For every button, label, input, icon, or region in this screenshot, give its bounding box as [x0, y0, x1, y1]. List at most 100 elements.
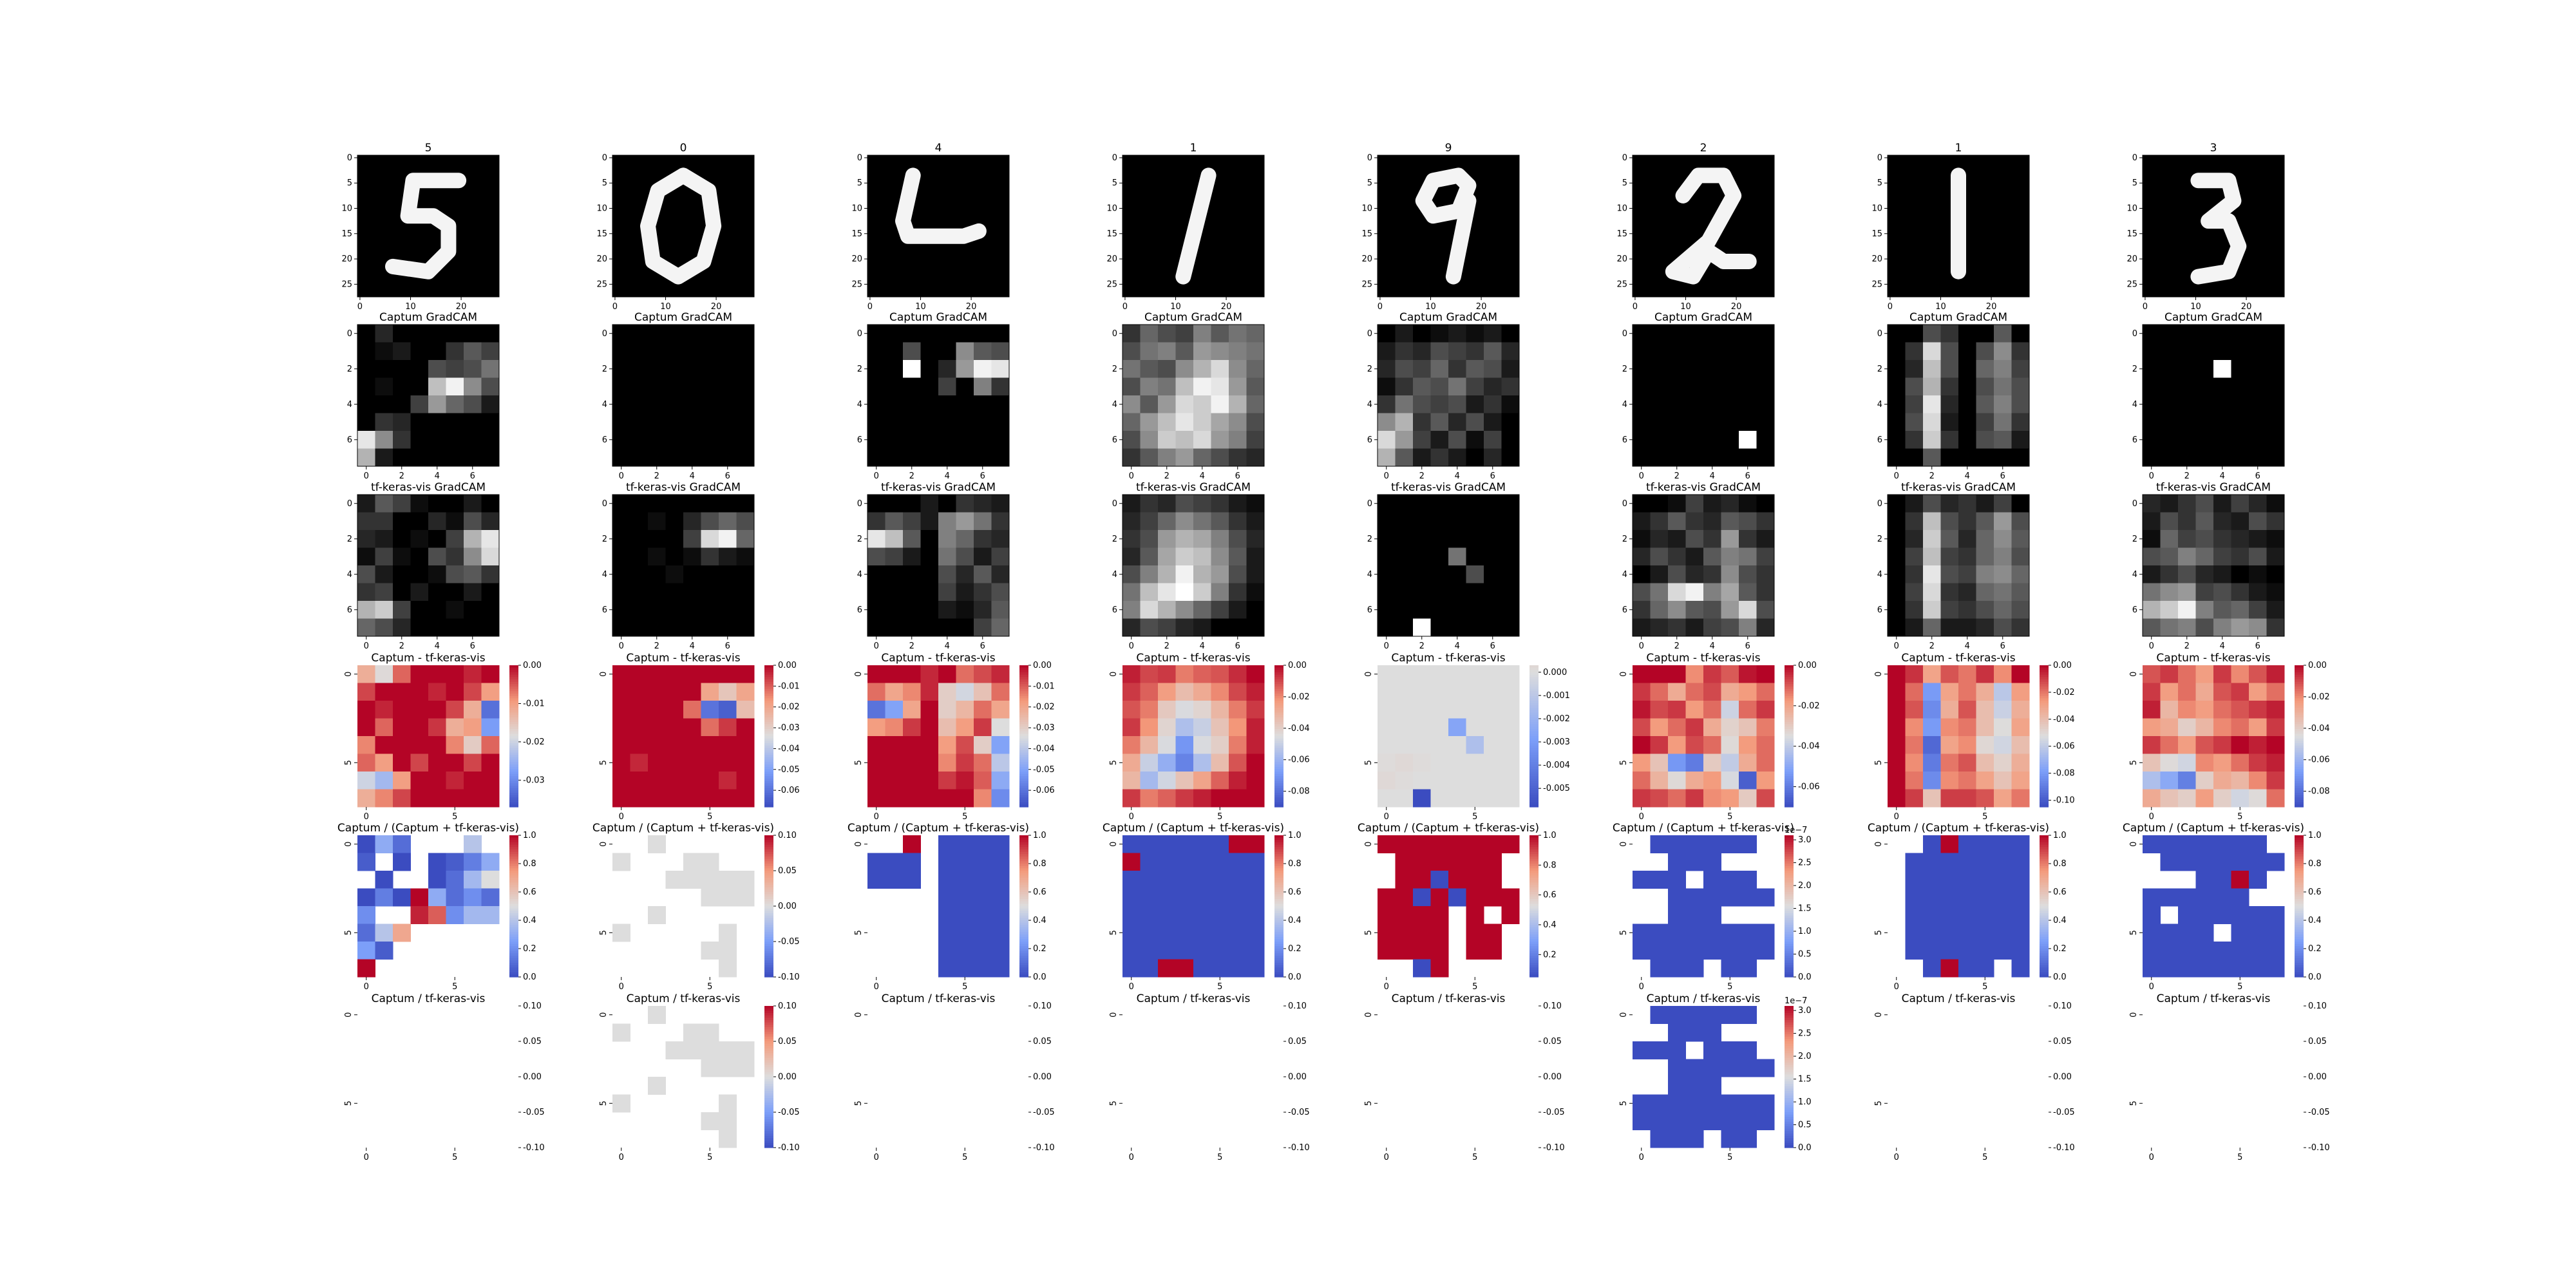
- heatmap-cell: [1756, 923, 1775, 942]
- colorbar-segment: [1785, 719, 1794, 723]
- heatmap-cell: [974, 530, 992, 548]
- heatmap-cell: [1668, 601, 1686, 619]
- heatmap-cell: [938, 618, 956, 637]
- colorbar-segment: [764, 885, 773, 888]
- colorbar-tick-label: -0.10: [1033, 1143, 1055, 1153]
- heatmap-cell: [1246, 789, 1265, 808]
- colorbar-segment: [2040, 970, 2049, 973]
- heatmap-cell: [2160, 448, 2179, 467]
- colorbar-segment: [2295, 722, 2304, 725]
- heatmap-cell: [446, 753, 464, 772]
- colorbar-segment: [509, 913, 518, 916]
- heatmap-cell: [1430, 718, 1449, 737]
- x-tick-label: 6: [725, 471, 730, 481]
- heatmap-cell: [1905, 583, 1924, 601]
- heatmap-cell: [683, 665, 701, 683]
- heatmap-cell: [2231, 835, 2249, 853]
- colorbar-segment: [764, 1032, 773, 1035]
- colorbar-segment: [764, 866, 773, 869]
- heatmap-cell: [2266, 736, 2285, 754]
- heatmap-cell: [920, 547, 939, 566]
- heatmap-cell: [974, 853, 992, 871]
- heatmap-cell: [1501, 431, 1520, 449]
- heatmap-cell: [991, 495, 1010, 513]
- colorbar-segment: [1530, 712, 1539, 715]
- colorbar-segment: [1785, 1039, 1794, 1042]
- colorbar-segment: [764, 958, 773, 961]
- heatmap-cell: [1976, 495, 1994, 513]
- colorbar-segment: [1530, 736, 1539, 739]
- heatmap-cell: [1994, 789, 2012, 808]
- heatmap-cell: [2195, 565, 2214, 583]
- colorbar-segment: [764, 719, 773, 723]
- heatmap-cell: [701, 495, 719, 513]
- colorbar-segment: [509, 918, 518, 921]
- heatmap-cell: [357, 718, 375, 737]
- y-tick-label: 15: [1871, 229, 1882, 239]
- colorbar-segment: [1019, 887, 1028, 890]
- colorbar-segment: [509, 708, 518, 711]
- heatmap-cell: [446, 325, 464, 343]
- colorbar-tick-label: 0.10: [1033, 1001, 1052, 1011]
- heatmap-cell: [1958, 325, 1976, 343]
- heatmap-cell: [612, 495, 630, 513]
- colorbar-tick-label: -0.10: [1288, 1143, 1310, 1153]
- colorbar-segment: [2040, 915, 2049, 918]
- panel-title: Captum - tf-keras-vis: [1901, 652, 2015, 665]
- heatmap-cell: [1668, 360, 1686, 378]
- colorbar-segment: [1785, 946, 1794, 949]
- heatmap-cell: [867, 701, 886, 719]
- colorbar-segment: [1785, 1135, 1794, 1139]
- heatmap-cell: [2178, 835, 2196, 853]
- colorbar-segment: [764, 786, 773, 789]
- heatmap-cell: [1668, 448, 1686, 467]
- colorbar-tick-label: -0.06: [2308, 755, 2330, 765]
- heatmap-cell: [867, 495, 886, 513]
- heatmap-cell: [1484, 325, 1502, 343]
- heatmap-cell: [428, 871, 446, 889]
- colorbar-segment: [1019, 965, 1028, 968]
- heatmap-cell: [2011, 701, 2030, 719]
- x-tick-label: 10: [1935, 302, 1946, 312]
- heatmap-cell: [648, 906, 666, 924]
- heatmap-cell: [1976, 923, 1994, 942]
- heatmap-cell: [1211, 601, 1229, 619]
- heatmap-cell: [2231, 448, 2249, 467]
- heatmap-cell: [410, 888, 429, 907]
- colorbar-segment: [2040, 847, 2049, 850]
- heatmap-cell: [1466, 530, 1484, 548]
- heatmap-cell: [2213, 342, 2231, 361]
- heatmap-cell: [1430, 923, 1449, 942]
- x-tick-label: 5: [2237, 1153, 2242, 1162]
- heatmap-cell: [1958, 360, 1976, 378]
- heatmap-cell: [1685, 495, 1704, 513]
- heatmap-cell: [867, 565, 886, 583]
- colorbar-segment: [1274, 906, 1283, 909]
- colorbar-tick-label: -0.02: [1288, 692, 1310, 702]
- heatmap-cell: [885, 547, 904, 566]
- heatmap-cell: [719, 512, 737, 531]
- heatmap-cell: [393, 772, 411, 790]
- colorbar-segment: [509, 885, 518, 888]
- colorbar-segment: [1274, 901, 1283, 904]
- heatmap-cell: [1633, 547, 1651, 566]
- heatmap-cell: [1246, 448, 1265, 467]
- heatmap-cell: [2231, 888, 2249, 907]
- heatmap-cell: [719, 565, 737, 583]
- heatmap-cell: [1739, 959, 1757, 978]
- axes-frame: [357, 494, 500, 637]
- colorbar-segment: [1785, 759, 1794, 762]
- heatmap-cell: [938, 683, 956, 701]
- colorbar-segment: [764, 788, 773, 791]
- heatmap-cell: [665, 601, 684, 619]
- colorbar-segment: [2295, 908, 2304, 911]
- heatmap-cell: [1413, 718, 1431, 737]
- heatmap-cell: [1923, 601, 1941, 619]
- axes-frame: [1887, 324, 2030, 467]
- heatmap-cell: [648, 1077, 666, 1095]
- heatmap-cell: [1703, 325, 1721, 343]
- heatmap-cell: [1395, 601, 1414, 619]
- heatmap-cell: [375, 789, 393, 808]
- colorbar-segment: [1019, 942, 1028, 945]
- heatmap-cell: [991, 512, 1010, 531]
